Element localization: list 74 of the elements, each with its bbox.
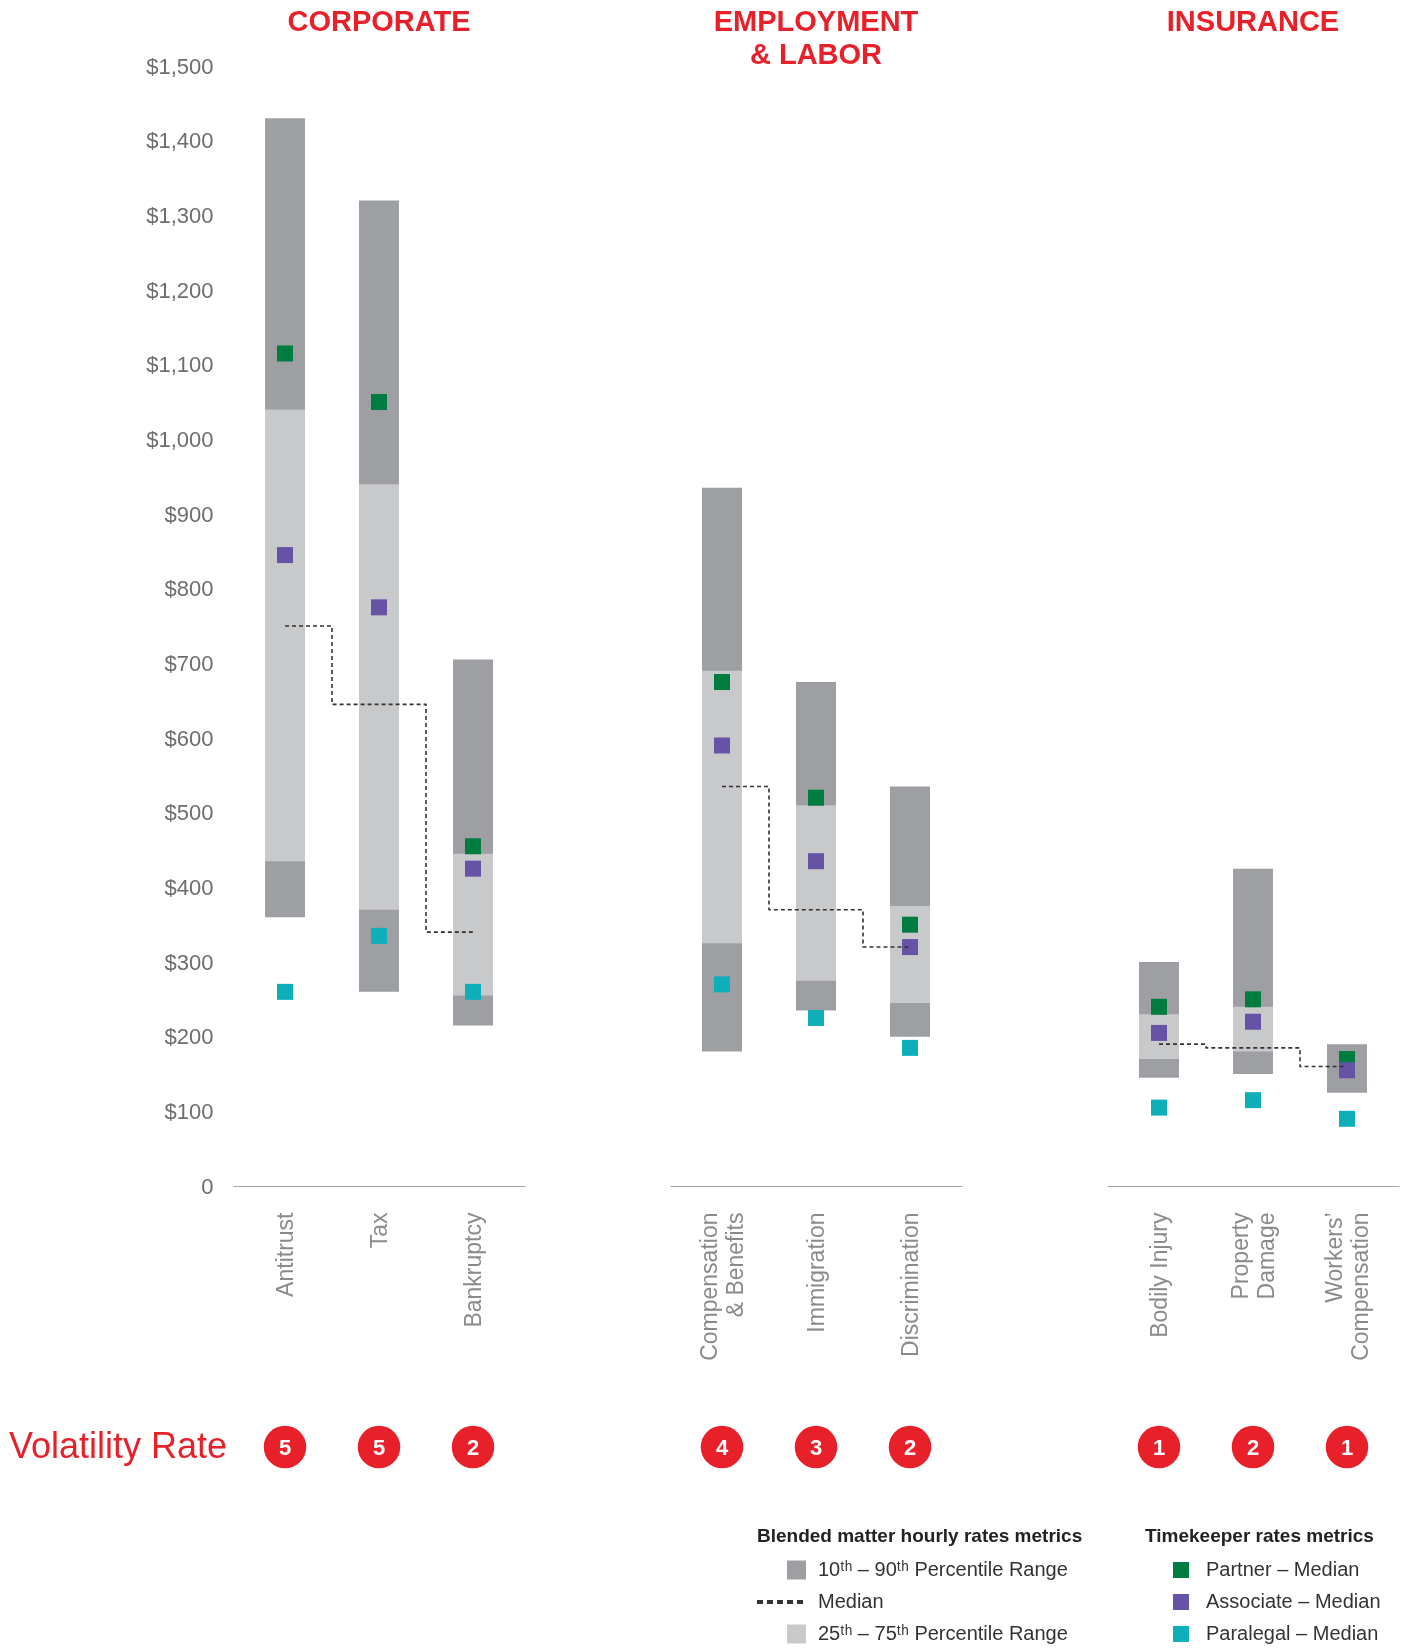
legend-label: 10ᵗʰ – 90ᵗʰ Percentile Range [818, 1558, 1068, 1580]
legend-label: Paralegal – Median [1206, 1622, 1379, 1644]
text: 5 [278, 1435, 292, 1460]
y-tick-label: 0 [201, 1173, 214, 1199]
point [465, 838, 481, 855]
point [808, 789, 824, 806]
point [902, 1039, 918, 1056]
bar [265, 409, 305, 862]
point [902, 916, 918, 933]
point [1339, 1110, 1355, 1127]
point [371, 394, 387, 410]
point [1151, 1099, 1167, 1116]
point [808, 853, 824, 870]
y-tick-label: $1,000 [146, 426, 214, 452]
point [1245, 1092, 1261, 1109]
x-tick-label: Property Damage [1226, 1212, 1279, 1300]
y-tick-label: $1,100 [146, 352, 214, 378]
point [1151, 998, 1167, 1015]
legend-title: Timekeeper rates metrics [1145, 1525, 1374, 1546]
y-tick-label: $1,500 [146, 53, 214, 79]
text: Volatility Rate [8, 1425, 227, 1466]
y-tick-label: $700 [164, 650, 214, 676]
x-tick-label: Bankruptcy [459, 1212, 486, 1328]
chart-title: CORPORATE [287, 5, 471, 37]
y-tick-label: $800 [164, 576, 214, 602]
text: 2 [1246, 1435, 1260, 1460]
x-tick-label: Compensation & Benefits [695, 1212, 748, 1361]
text: 4 [715, 1435, 729, 1460]
y-tick-label: $600 [164, 725, 214, 751]
y-tick-label: $500 [164, 800, 214, 826]
text: 1 [1340, 1435, 1354, 1460]
chart-title: EMPLOYMENT & LABOR [713, 5, 919, 70]
point [902, 939, 918, 956]
chart-title: INSURANCE [1166, 5, 1340, 37]
point [808, 1010, 824, 1026]
legend-label: Median [818, 1590, 884, 1612]
text: 5 [372, 1435, 386, 1460]
point [465, 860, 481, 877]
point [371, 927, 387, 944]
text: 3 [809, 1435, 823, 1460]
x-tick-label: Discrimination [896, 1212, 923, 1357]
legend-label: Partner – Median [1206, 1558, 1360, 1580]
x-tick-label: Tax [365, 1212, 392, 1249]
y-tick-label: $1,300 [146, 202, 214, 228]
x-tick-label: Antitrust [271, 1211, 298, 1297]
bar [453, 853, 493, 996]
bar [796, 805, 836, 981]
point [277, 547, 293, 564]
legend-label: Associate – Median [1206, 1590, 1381, 1612]
y-tick-label: $1,200 [146, 277, 214, 303]
x-tick-label: Workers’ Compensation [1320, 1212, 1373, 1361]
y-tick-label: $900 [164, 501, 214, 527]
legend-label: 25ᵗʰ – 75ᵗʰ Percentile Range [818, 1622, 1068, 1644]
x-tick-label: Bodily Injury [1145, 1212, 1172, 1338]
y-tick-label: $400 [164, 874, 214, 900]
y-tick-label: $300 [164, 949, 214, 975]
bar [359, 484, 399, 910]
y-tick-label: $1,400 [146, 128, 214, 154]
point [277, 345, 293, 362]
text: 1 [1152, 1435, 1166, 1460]
legend-title: Blended matter hourly rates metrics [757, 1525, 1083, 1546]
point [465, 983, 481, 1000]
point [277, 983, 293, 1000]
point [714, 976, 730, 993]
point [1245, 991, 1261, 1008]
text: 2 [903, 1435, 917, 1460]
y-tick-label: $200 [164, 1024, 214, 1050]
text: 2 [466, 1435, 480, 1460]
y-tick-label: $100 [164, 1098, 214, 1124]
bar [702, 670, 742, 944]
point [714, 674, 730, 690]
x-tick-label: Immigration [802, 1212, 829, 1333]
point [371, 599, 387, 616]
point [714, 737, 730, 754]
